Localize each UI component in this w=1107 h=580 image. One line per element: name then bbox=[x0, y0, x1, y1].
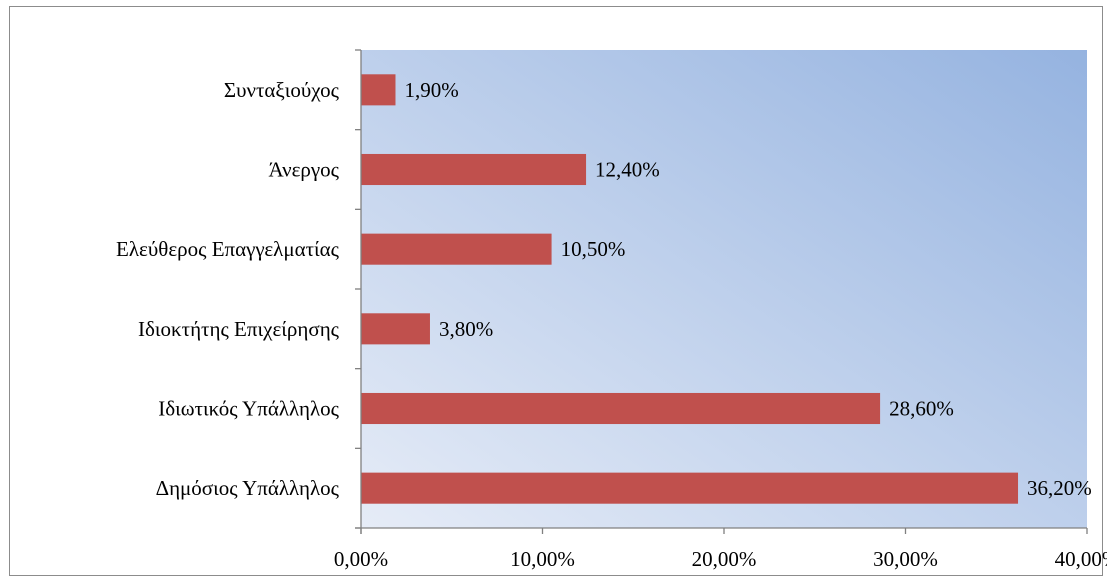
plot-area bbox=[361, 50, 1087, 528]
bar-0 bbox=[361, 74, 396, 106]
category-label-0: Συνταξιούχος bbox=[224, 78, 340, 102]
x-tick-label-4: 40,00% bbox=[1055, 547, 1107, 571]
bars-layer bbox=[361, 74, 1019, 504]
data-label-4: 28,60% bbox=[889, 397, 954, 421]
bar-3 bbox=[361, 313, 430, 345]
data-label-3: 3,80% bbox=[439, 317, 493, 341]
bar-4 bbox=[361, 392, 881, 425]
data-label-5: 36,20% bbox=[1027, 476, 1092, 500]
data-label-1: 12,40% bbox=[595, 158, 660, 182]
data-label-0: 1,90% bbox=[404, 78, 458, 102]
x-tick-label-3: 30,00% bbox=[873, 547, 938, 571]
category-label-3: Ιδιοκτήτης Επιχείρησης bbox=[138, 317, 340, 341]
axes-layer bbox=[355, 49, 1088, 534]
bar-5 bbox=[361, 472, 1019, 504]
x-tick-label-0: 0,00% bbox=[334, 547, 388, 571]
bar-2 bbox=[361, 233, 552, 265]
data-label-2: 10,50% bbox=[561, 237, 626, 261]
bar-1 bbox=[361, 153, 587, 186]
category-label-4: Ιδιωτικός Υπάλληλος bbox=[158, 397, 339, 421]
category-label-1: Άνεργος bbox=[269, 158, 340, 182]
x-tick-label-2: 20,00% bbox=[692, 547, 757, 571]
category-label-2: Ελεύθερος Επαγγελματίας bbox=[116, 237, 340, 261]
labels-layer: 1,90% Συνταξιούχος 12,40% Άνεργος 10,50% Ελεύ… bbox=[116, 78, 1107, 571]
category-label-5: Δημόσιος Υπάλληλος bbox=[156, 476, 340, 500]
x-tick-label-1: 10,00% bbox=[510, 547, 575, 571]
